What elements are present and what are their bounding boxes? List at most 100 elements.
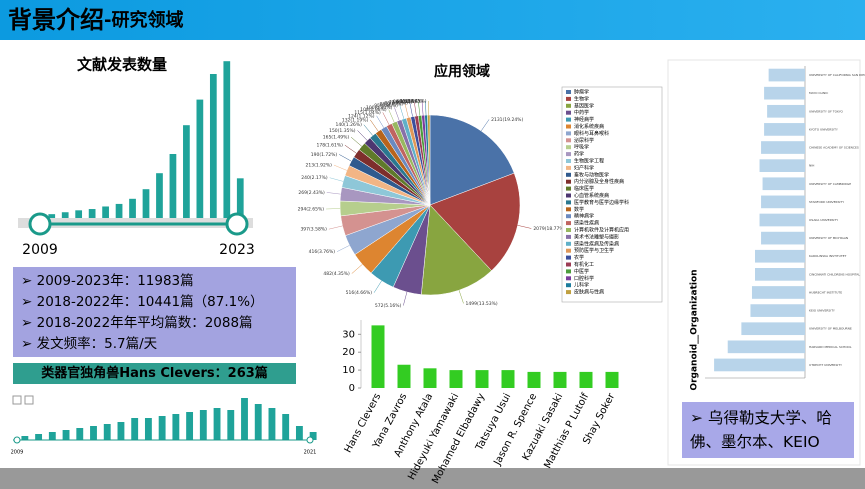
bar bbox=[397, 364, 411, 388]
legend-label: 内分泌腺及全身性疾病 bbox=[574, 178, 624, 185]
bar bbox=[144, 418, 152, 440]
panel-border bbox=[667, 59, 861, 466]
bar bbox=[764, 86, 805, 100]
legend-swatch bbox=[566, 228, 571, 232]
slider-handle bbox=[13, 436, 21, 444]
leader-line bbox=[394, 107, 400, 121]
leader-line bbox=[370, 119, 379, 132]
bar bbox=[117, 422, 125, 440]
legend-swatch bbox=[566, 262, 571, 267]
leader-line bbox=[480, 119, 490, 132]
highlight-box: 类器官独角兽Hans Clevers：263篇 bbox=[13, 363, 296, 384]
legend-swatch bbox=[566, 90, 571, 94]
bar bbox=[241, 398, 248, 440]
legend-label: 计算机软件及计算机应用 bbox=[574, 227, 629, 234]
bar bbox=[102, 206, 109, 218]
y-tick-label: CINCINNATI CHILDRENS HOSPITAL bbox=[809, 272, 860, 276]
leader-line bbox=[418, 101, 421, 116]
bar bbox=[48, 432, 56, 440]
legend-frame bbox=[561, 86, 663, 303]
y-tick-label: UTRECHT UNIVERSITY bbox=[809, 363, 842, 367]
leader-line bbox=[351, 264, 363, 274]
leader-line bbox=[363, 124, 373, 136]
chart-title: 文献发表数量 bbox=[77, 56, 167, 74]
leader-line bbox=[357, 130, 368, 141]
leader-line bbox=[409, 102, 413, 117]
bar bbox=[254, 404, 262, 440]
legend-swatch bbox=[566, 152, 571, 157]
data-label: 115(1.04%) bbox=[354, 110, 381, 116]
bar bbox=[295, 426, 303, 440]
leader-line bbox=[339, 154, 352, 162]
bar bbox=[750, 304, 805, 317]
bar bbox=[761, 195, 805, 209]
leader-line bbox=[333, 164, 347, 171]
data-label: 55(0.50%) bbox=[400, 99, 424, 105]
leader-line bbox=[350, 137, 362, 147]
leader-line bbox=[388, 109, 395, 123]
data-label: 397(3.58%) bbox=[300, 227, 327, 233]
data-label: 213(1.92%) bbox=[306, 163, 333, 169]
legend-label: 神经病学 bbox=[574, 116, 594, 123]
bar bbox=[142, 189, 150, 218]
legend-swatch bbox=[566, 193, 571, 198]
legend-label: 感染性疾病 bbox=[574, 220, 599, 227]
legend-swatch bbox=[566, 110, 571, 115]
leader-line bbox=[399, 105, 405, 119]
legend-label: 有机化工 bbox=[574, 261, 594, 268]
bar bbox=[475, 370, 489, 388]
slider-label: 2021 bbox=[304, 450, 317, 456]
leader-line bbox=[326, 208, 341, 210]
data-label: 140(1.26%) bbox=[335, 122, 362, 128]
y-tick-label: KAROLINSKA INSTITUTET bbox=[809, 254, 847, 258]
bar bbox=[764, 123, 805, 136]
bar bbox=[62, 430, 70, 440]
bar bbox=[714, 358, 805, 372]
bar bbox=[21, 436, 29, 440]
legend-swatch bbox=[566, 138, 571, 143]
data-label: 150(1.35%) bbox=[329, 128, 356, 134]
y-tick-label: CHINESE ACADEMY OF SCIENCES bbox=[809, 146, 859, 150]
leader-line bbox=[421, 101, 424, 116]
legend-swatch bbox=[566, 269, 571, 274]
y-tick-label: UNIVERSITY OF MICHIGAN bbox=[809, 236, 848, 240]
bar bbox=[553, 371, 567, 388]
bar bbox=[268, 408, 276, 440]
stat-line: 2018-2022年：10441篇（87.1%） bbox=[21, 292, 288, 313]
stat-line: 2009-2023年：11983篇 bbox=[21, 271, 288, 292]
stats-box: 2009-2023年：11983篇 2018-2022年：10441篇（87.1… bbox=[13, 267, 296, 357]
bar bbox=[751, 286, 805, 299]
note-text: 乌得勒支大学、哈佛、墨尔本、KEIO bbox=[690, 406, 846, 454]
legend-label: 畜牧与动物医学 bbox=[574, 171, 609, 178]
y-tick-label: 0 bbox=[349, 383, 355, 394]
slide-title: 背景介绍-研究领域 bbox=[8, 6, 183, 34]
data-label: 269(2.43%) bbox=[298, 190, 325, 196]
legend-swatch bbox=[566, 179, 571, 184]
legend-swatch bbox=[566, 290, 571, 295]
stat-line: 2018-2022年年平均篇数：2088篇 bbox=[21, 313, 288, 334]
leader-line bbox=[344, 144, 357, 154]
bar bbox=[213, 408, 221, 440]
y-tick-label: HUBRECHT INSTITUTE bbox=[809, 290, 842, 294]
y-tick-label: 10 bbox=[342, 365, 355, 376]
legend-swatch bbox=[566, 159, 571, 163]
data-label: 516(4.66%) bbox=[346, 290, 373, 296]
legend-label: 生物学 bbox=[574, 95, 589, 102]
data-label: 240(2.17%) bbox=[301, 175, 328, 181]
chart-title: 应用领域 bbox=[434, 63, 490, 80]
y-tick-label: UNIVERSITY OF MELBOURNE bbox=[809, 327, 852, 331]
y-tick-label: KYOTO UNIVERSITY bbox=[809, 127, 838, 131]
data-label: 50(0.45%) bbox=[403, 99, 427, 105]
bar bbox=[767, 104, 805, 118]
legend-swatch bbox=[566, 165, 571, 170]
legend-swatch bbox=[566, 234, 571, 239]
bar bbox=[227, 410, 235, 440]
legend-label: 基因医学 bbox=[574, 102, 594, 109]
bar bbox=[61, 212, 69, 218]
bar bbox=[158, 416, 166, 440]
bar bbox=[183, 125, 190, 218]
leader-line bbox=[328, 225, 343, 230]
leader-line bbox=[326, 192, 341, 195]
bar bbox=[199, 410, 207, 440]
